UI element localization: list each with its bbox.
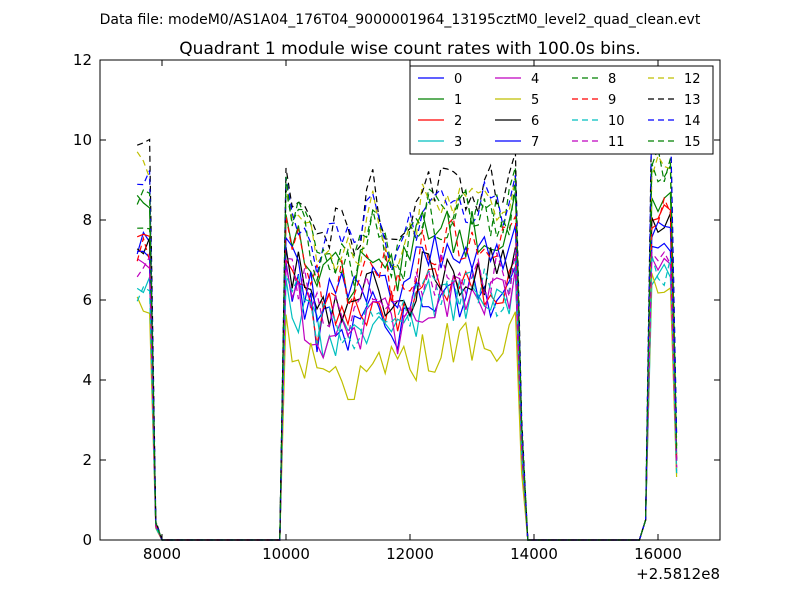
legend-label-7: 7	[531, 135, 539, 150]
legend-label-13: 13	[684, 93, 701, 108]
legend-label-6: 6	[531, 114, 539, 129]
series-line-12	[136, 151, 678, 541]
x-tick-label-14000: 14000	[510, 545, 558, 563]
legend-label-8: 8	[608, 72, 616, 87]
legend-label-0: 0	[454, 72, 462, 87]
x-tick-label-16000: 16000	[634, 545, 682, 563]
y-tick-label-12: 12	[73, 51, 92, 69]
x-tick-label-12000: 12000	[386, 545, 434, 563]
y-tick-label-10: 10	[73, 131, 92, 149]
legend-label-1: 1	[454, 93, 462, 108]
y-tick-label-0: 0	[82, 531, 92, 549]
legend-label-9: 9	[608, 93, 616, 108]
y-tick-label-4: 4	[82, 371, 92, 389]
legend-label-10: 10	[608, 114, 625, 129]
legend-label-15: 15	[684, 135, 701, 150]
legend-label-3: 3	[454, 135, 462, 150]
legend-label-2: 2	[454, 114, 462, 129]
legend-label-4: 4	[531, 72, 539, 87]
legend-frame	[409, 65, 714, 155]
y-tick-label-2: 2	[82, 451, 92, 469]
legend-label-5: 5	[531, 93, 539, 108]
y-tick-label-6: 6	[82, 291, 92, 309]
y-tick-label-8: 8	[82, 211, 92, 229]
chart-title: Quadrant 1 module wise count rates with …	[179, 39, 640, 59]
suptitle: Data file: modeM0/AS1A04_176T04_90000019…	[100, 12, 701, 28]
legend-label-12: 12	[684, 72, 701, 87]
x-tick-label-10000: 10000	[262, 545, 310, 563]
x-offset-label: +2.5812e8	[636, 565, 720, 583]
legend-label-11: 11	[608, 135, 625, 150]
legend-label-14: 14	[684, 114, 701, 129]
x-tick-label-8000: 8000	[143, 545, 181, 563]
